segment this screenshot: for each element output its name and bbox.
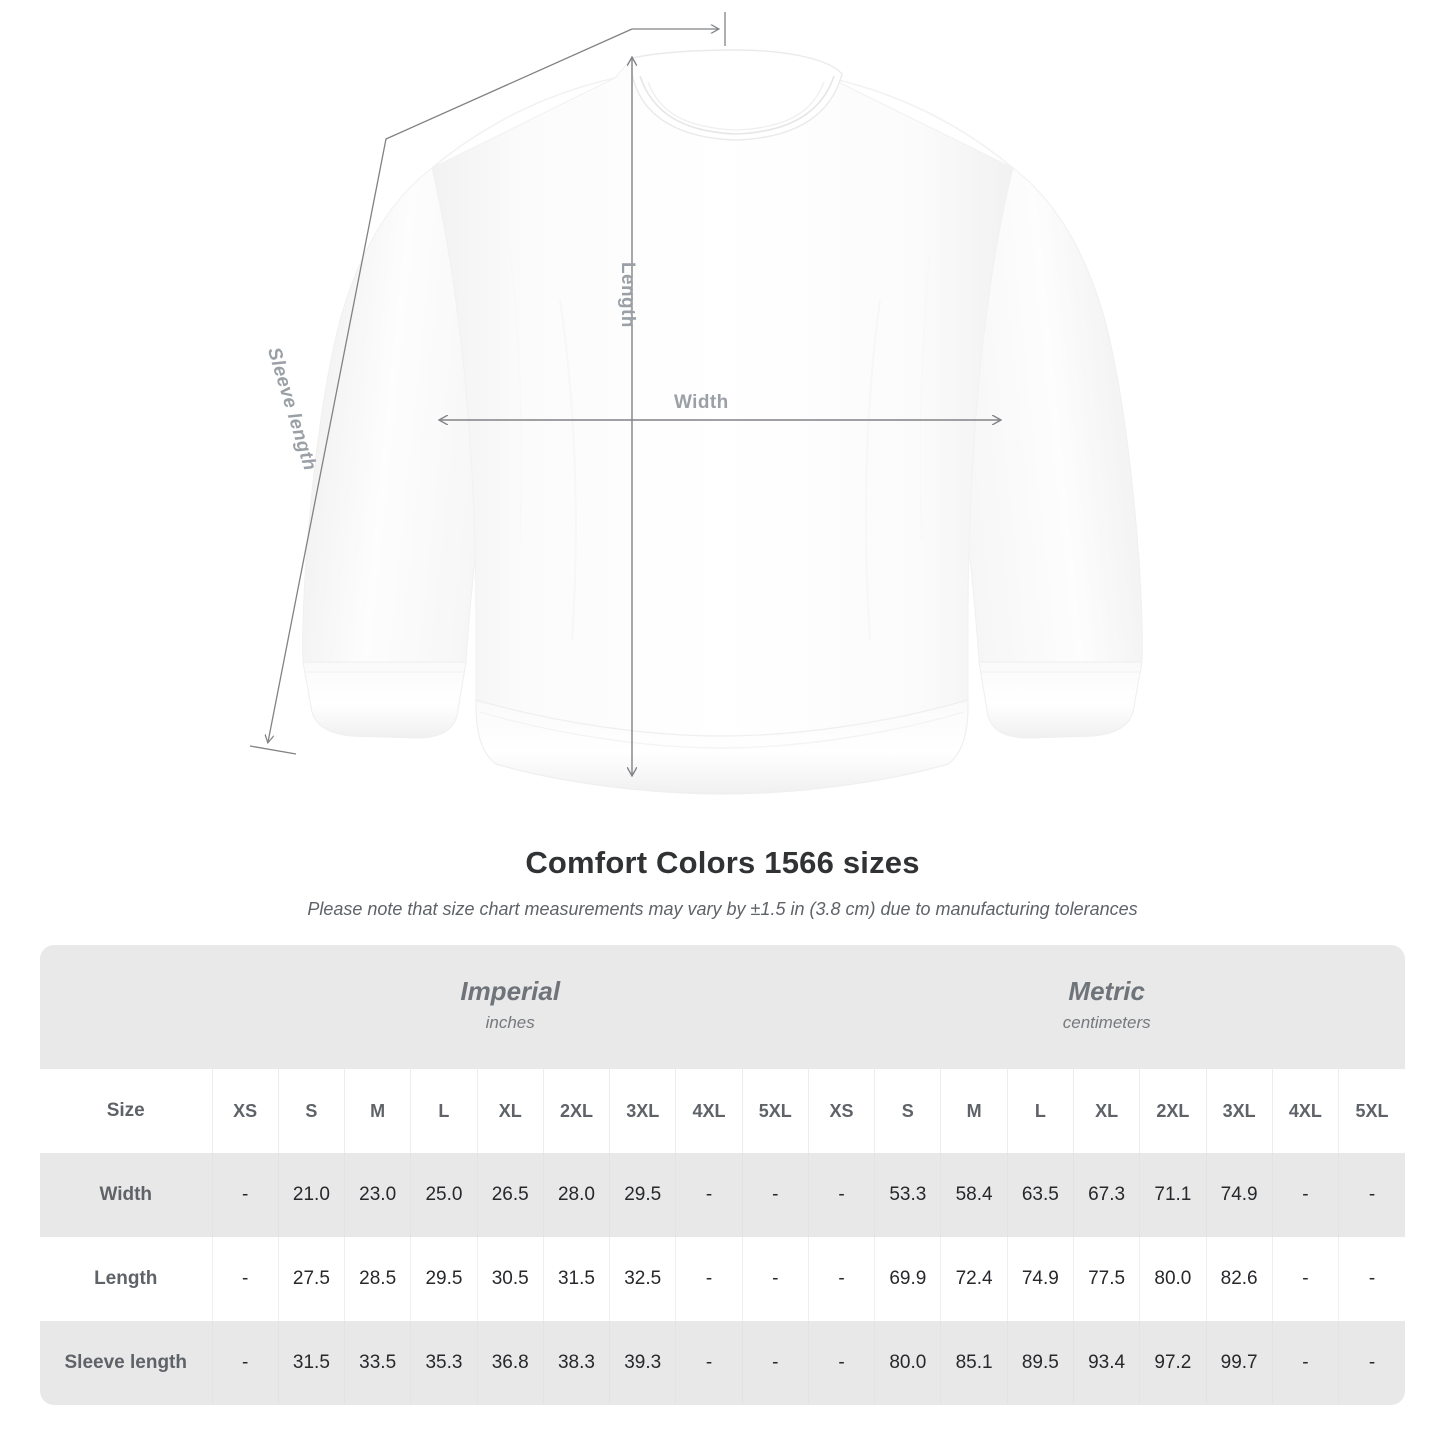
size-header-cell: XS (211, 1069, 279, 1153)
measurement-cell: 27.5 (277, 1237, 345, 1321)
measurement-cell: 39.3 (609, 1321, 676, 1405)
metric-unit-label: centimeters (1062, 1013, 1151, 1033)
size-header-cell: M (940, 1069, 1008, 1153)
measurement-cell: 97.2 (1139, 1321, 1206, 1405)
measurement-cell: 25.0 (410, 1153, 478, 1237)
size-header-cell: XS (807, 1069, 875, 1153)
size-header-cell: S (874, 1069, 941, 1153)
size-header-cell: 3XL (609, 1069, 676, 1153)
size-header-cell: S (277, 1069, 345, 1153)
measurement-cell: - (211, 1321, 279, 1405)
measurement-cell: 80.0 (874, 1321, 941, 1405)
measurement-cell: 21.0 (277, 1153, 345, 1237)
measurement-cell: 38.3 (542, 1321, 610, 1405)
size-header-cell: 3XL (1205, 1069, 1273, 1153)
imperial-unit-label: inches (485, 1013, 535, 1033)
measurement-cell: 69.9 (874, 1237, 941, 1321)
imperial-banner: Imperial inches (212, 945, 809, 1069)
measurement-label: Length (40, 1237, 212, 1321)
table-row: Width -21.0 23.0 25.0 26.5 28.0 29.5- - -53.3 58.… (40, 1153, 1405, 1237)
measurement-cell: - (807, 1321, 875, 1405)
size-header-cell: 4XL (1271, 1069, 1339, 1153)
measurement-cell: 29.5 (410, 1237, 478, 1321)
measurement-cell: 53.3 (874, 1153, 941, 1237)
measurement-cell: - (675, 1237, 743, 1321)
size-header-row: Size XS S M L XL 2XL 3XL 4XL 5XL XS S M L XL 2XL 3XL 4XL 5… (40, 1069, 1405, 1153)
size-chart-table-wrapper: Imperial inches Metric centimeters Size X… (40, 945, 1405, 1405)
size-header-cell: 2XL (542, 1069, 610, 1153)
measurement-cell: - (1338, 1321, 1405, 1405)
measurement-cell: 31.5 (542, 1237, 610, 1321)
measurement-cell: 29.5 (609, 1153, 676, 1237)
unit-banner-row: Imperial inches Metric centimeters (40, 945, 1405, 1069)
measurement-cell: - (807, 1237, 875, 1321)
size-header-cell: L (410, 1069, 478, 1153)
imperial-system-label: Imperial (460, 975, 561, 1006)
table-row: Sleeve length -31.5 33.5 35.3 36.8 38.3 39.3- -… (40, 1321, 1405, 1405)
metric-banner: Metric centimeters (808, 945, 1405, 1069)
measurement-cell: - (741, 1321, 809, 1405)
tolerance-note: Please note that size chart measurements… (307, 899, 1138, 919)
measurement-cell: 36.8 (476, 1321, 544, 1405)
size-header-label: Size (40, 1069, 212, 1153)
measurement-cell: - (741, 1237, 809, 1321)
measurement-cell: 89.5 (1006, 1321, 1074, 1405)
measurement-cell: 93.4 (1072, 1321, 1140, 1405)
measurement-cell: 80.0 (1139, 1237, 1206, 1321)
measurement-cell: - (1338, 1153, 1405, 1237)
measurement-cell: - (741, 1153, 809, 1237)
size-header-cell: XL (476, 1069, 544, 1153)
measurement-cell: 23.0 (344, 1153, 411, 1237)
size-header-cell: L (1006, 1069, 1074, 1153)
measurement-cell: 67.3 (1072, 1153, 1140, 1237)
title-block: Comfort Colors 1566 sizes Please note th… (0, 845, 1445, 920)
metric-system-label: Metric (1068, 975, 1145, 1006)
size-header-cell: 2XL (1139, 1069, 1206, 1153)
size-header-cell: 5XL (741, 1069, 809, 1153)
sleeve-length-dimension (249, 12, 726, 755)
measurement-cell: 26.5 (476, 1153, 544, 1237)
size-header-cell: M (344, 1069, 411, 1153)
page-title: Comfort Colors 1566 sizes (525, 845, 920, 880)
measurement-cell: 72.4 (940, 1237, 1008, 1321)
measurement-cell: - (1338, 1237, 1405, 1321)
measurement-cell: 28.0 (542, 1153, 610, 1237)
measurement-cell: 28.5 (344, 1237, 411, 1321)
garment-diagram: Length Width Sleeve length (249, 12, 1143, 795)
measurement-cell: 31.5 (277, 1321, 345, 1405)
width-label: Width (674, 392, 729, 413)
measurement-cell: 58.4 (940, 1153, 1008, 1237)
measurement-cell: 99.7 (1205, 1321, 1273, 1405)
measurement-cell: - (1271, 1153, 1339, 1237)
measurement-cell: - (1271, 1237, 1339, 1321)
measurement-label: Width (40, 1153, 212, 1237)
measurement-cell: 32.5 (609, 1237, 676, 1321)
measurement-cell: - (211, 1237, 279, 1321)
size-chart-table: Imperial inches Metric centimeters Size X… (40, 945, 1405, 1405)
length-label: Length (617, 262, 638, 328)
measurement-cell: 77.5 (1072, 1237, 1140, 1321)
table-row: Length -27.5 28.5 29.5 30.5 31.5 32.5- - -69.9 72… (40, 1237, 1405, 1321)
size-header-cell: 5XL (1338, 1069, 1405, 1153)
size-header-cell: 4XL (675, 1069, 743, 1153)
measurement-cell: 74.9 (1205, 1153, 1273, 1237)
measurement-cell: - (807, 1153, 875, 1237)
measurement-cell: 71.1 (1139, 1153, 1206, 1237)
measurement-cell: - (675, 1321, 743, 1405)
measurement-cell: 74.9 (1006, 1237, 1074, 1321)
measurement-cell: 33.5 (344, 1321, 411, 1405)
measurement-cell: 35.3 (410, 1321, 478, 1405)
measurement-cell: 63.5 (1006, 1153, 1074, 1237)
banner-spacer-cell (40, 945, 212, 1069)
measurement-cell: - (211, 1153, 279, 1237)
measurement-cell: - (1271, 1321, 1339, 1405)
sweatshirt-illustration (249, 12, 1143, 795)
measurement-label: Sleeve length (40, 1321, 212, 1405)
measurement-cell: 85.1 (940, 1321, 1008, 1405)
size-header-cell: XL (1072, 1069, 1140, 1153)
measurement-cell: - (675, 1153, 743, 1237)
measurement-cell: 30.5 (476, 1237, 544, 1321)
measurement-cell: 82.6 (1205, 1237, 1273, 1321)
